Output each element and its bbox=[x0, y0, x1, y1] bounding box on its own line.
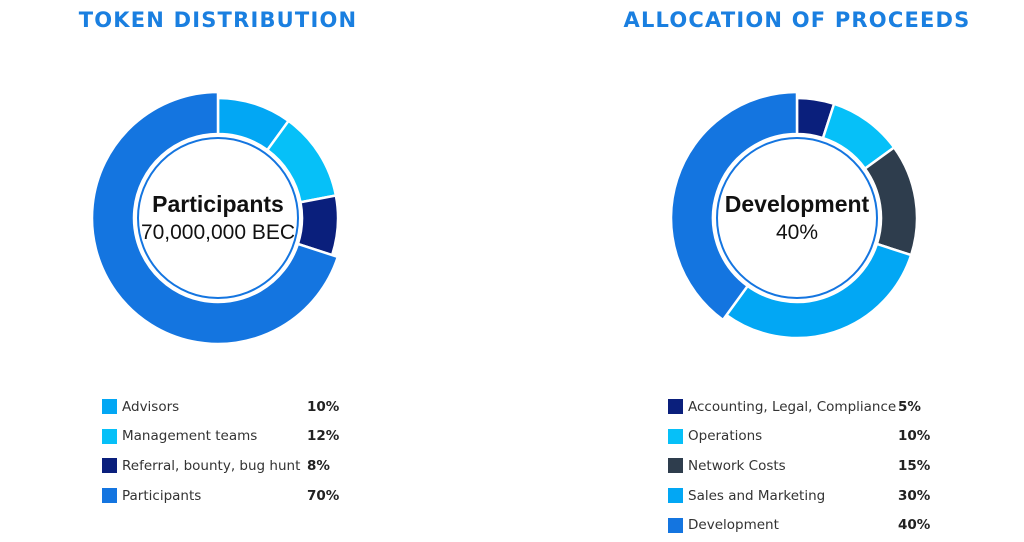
slice-participants[interactable] bbox=[90, 90, 340, 346]
allocation-of-proceeds-legend: Accounting, Legal, Compliance 5% Operation… bbox=[668, 392, 930, 540]
legend-swatch bbox=[102, 488, 117, 504]
legend-value: 10% bbox=[307, 398, 340, 415]
legend-item-accounting-legal-compliance[interactable]: Accounting, Legal, Compliance 5% bbox=[668, 392, 921, 422]
legend-value: 40% bbox=[898, 517, 931, 534]
legend-swatch bbox=[668, 428, 683, 444]
legend-label: Sales and Marketing bbox=[688, 487, 826, 504]
legend-swatch bbox=[102, 399, 117, 415]
legend-value: 5% bbox=[898, 398, 921, 415]
legend-label: Management teams bbox=[122, 428, 258, 445]
legend-item-referral-bounty-bug-hunt[interactable]: Referral, bounty, bug hunt 8% bbox=[102, 451, 330, 481]
legend-swatch bbox=[668, 488, 683, 504]
legend-label: Participants bbox=[122, 487, 202, 504]
legend-label: Network Costs bbox=[688, 457, 786, 474]
legend-swatch bbox=[102, 458, 117, 474]
legend-item-management-teams[interactable]: Management teams 12% bbox=[102, 422, 339, 452]
slice-sales-and-marketing[interactable] bbox=[724, 242, 913, 340]
legend-value: 8% bbox=[307, 457, 330, 474]
legend-value: 70% bbox=[307, 487, 340, 504]
legend-item-sales-and-marketing[interactable]: Sales and Marketing 30% bbox=[668, 481, 930, 511]
slice-network-costs[interactable] bbox=[863, 145, 919, 257]
legend-value: 30% bbox=[898, 487, 931, 504]
legend-swatch bbox=[102, 428, 117, 444]
legend-label: Development bbox=[688, 517, 779, 534]
legend-item-advisors[interactable]: Advisors 10% bbox=[102, 392, 339, 422]
slice-development[interactable] bbox=[669, 90, 799, 322]
legend-value: 15% bbox=[898, 457, 931, 474]
legend-swatch bbox=[668, 517, 683, 533]
token-distribution-title: TOKEN DISTRIBUTION bbox=[78, 8, 358, 32]
inner-ring bbox=[137, 137, 299, 299]
legend-label: Operations bbox=[688, 428, 763, 445]
token-distribution-center: Participants 70,000,000 BEC bbox=[141, 189, 295, 247]
token-distribution-legend: Advisors 10% Management teams 12% Referral, … bbox=[102, 392, 339, 511]
legend-value: 10% bbox=[898, 428, 931, 445]
legend-item-participants[interactable]: Participants 70% bbox=[102, 481, 339, 511]
center-label: Participants bbox=[152, 191, 284, 217]
allocation-of-proceeds-title: ALLOCATION OF PROCEEDS bbox=[623, 8, 971, 32]
legend-item-development[interactable]: Development 40% bbox=[668, 510, 930, 540]
legend-swatch bbox=[668, 399, 683, 415]
allocation-of-proceeds-center: Development 40% bbox=[725, 189, 869, 247]
legend-item-operations[interactable]: Operations 10% bbox=[668, 422, 930, 452]
center-value: 70,000,000 BEC bbox=[140, 221, 296, 244]
legend-swatch bbox=[668, 458, 683, 474]
inner-ring bbox=[716, 137, 878, 299]
legend-label: Advisors bbox=[122, 398, 180, 415]
legend-value: 12% bbox=[307, 428, 340, 445]
legend-label: Referral, bounty, bug hunt bbox=[122, 457, 301, 474]
legend-item-network-costs[interactable]: Network Costs 15% bbox=[668, 451, 930, 481]
center-label: Development bbox=[724, 191, 870, 217]
center-value: 40% bbox=[775, 221, 819, 244]
legend-label: Accounting, Legal, Compliance bbox=[688, 398, 897, 415]
